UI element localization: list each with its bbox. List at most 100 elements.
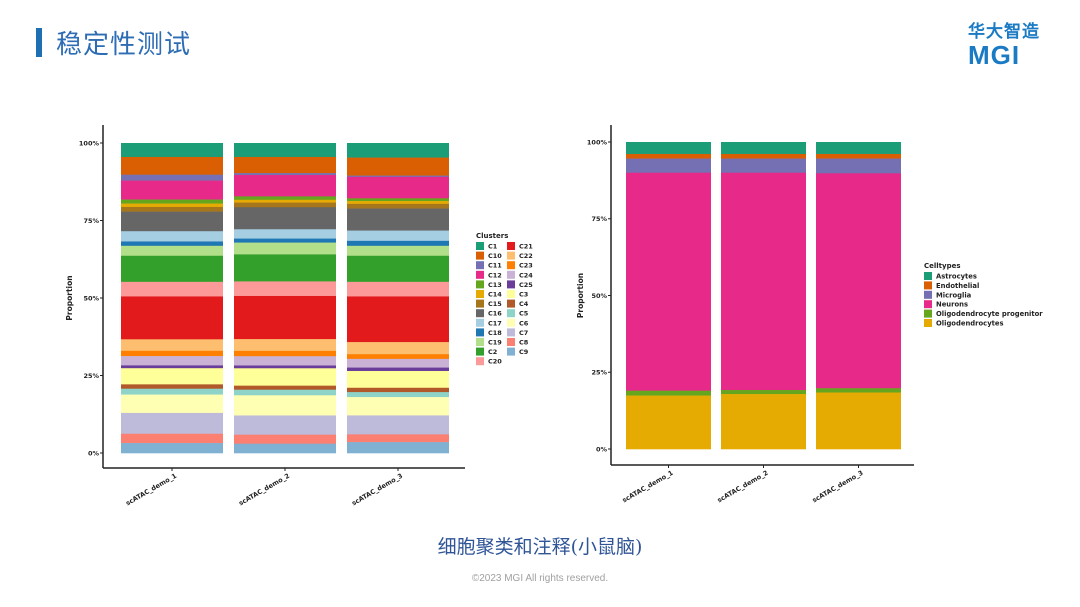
bar-segment-microglia: [721, 158, 806, 173]
mgi-logo: 华大智造 MGI: [968, 22, 1048, 68]
legend-label: C19: [488, 339, 502, 347]
bar-segment-c20: [347, 281, 449, 297]
bar-segment-c15: [121, 206, 223, 212]
bar-segment-c17: [234, 229, 336, 239]
legend-swatch: [507, 338, 515, 346]
bar-segment-c14: [121, 203, 223, 208]
legend-label: C14: [488, 291, 502, 299]
bar-segment-c15: [234, 202, 336, 208]
bar-segment-c1: [121, 143, 223, 158]
bar-segment-c19: [121, 245, 223, 257]
y-tick-label: 100%: [79, 139, 100, 147]
bar-segment-c19: [347, 245, 449, 257]
bar-segment-endothelial: [626, 153, 711, 159]
bar-segment-c24: [121, 356, 223, 366]
legend-label: C20: [488, 358, 502, 366]
y-tick-label: 25%: [83, 372, 99, 380]
legend-label: Endothelial: [936, 282, 979, 290]
bar-segment-c6: [347, 397, 449, 416]
x-tick-label: scATAC_demo_3: [811, 469, 865, 505]
bar-segment-c11: [121, 174, 223, 181]
bar-segment-c3: [347, 370, 449, 389]
bar-segment-c9: [121, 443, 223, 454]
legend-label: C17: [488, 319, 502, 327]
bar-segment-c9: [347, 442, 449, 454]
bar-segment-c12: [347, 176, 449, 199]
page-title: 稳定性测试: [56, 30, 192, 60]
bar-segment-c2: [347, 255, 449, 283]
bar-segment-c17: [347, 230, 449, 242]
x-tick-label: scATAC_demo_3: [350, 472, 404, 508]
bar-segment-c20: [121, 281, 223, 297]
y-tick-label: 50%: [591, 292, 607, 300]
bar-segment-c23: [347, 354, 449, 360]
legend-swatch: [507, 309, 515, 318]
copyright-text: ©2023 MGI All rights reserved.: [471, 573, 609, 584]
bar-segment-c19: [234, 242, 336, 255]
legend-label: C18: [488, 329, 502, 337]
legend-swatch: [924, 300, 932, 309]
legend-swatch: [924, 281, 932, 290]
bar-segment-neurons: [816, 173, 901, 389]
legend-swatch: [476, 261, 484, 270]
legend-swatch: [507, 251, 515, 260]
bar-segment-c6: [121, 394, 223, 414]
legend-swatch: [476, 338, 484, 346]
legend-swatch: [476, 357, 484, 366]
legend-label: C21: [519, 243, 533, 251]
bar-segment-c13: [121, 199, 223, 204]
y-tick-label: 0%: [88, 449, 100, 457]
bar-segment-c7: [121, 412, 223, 435]
x-tick-label: scATAC_demo_2: [237, 472, 291, 508]
bar-segment-c3: [121, 368, 223, 385]
bar-segment-c14: [234, 199, 336, 203]
legend-swatch: [476, 270, 484, 279]
title-accent-bar: [36, 28, 42, 57]
legend-swatch: [476, 280, 484, 289]
y-tick-label: 25%: [591, 369, 607, 377]
bar-segment-c4: [234, 385, 336, 390]
legend-swatch: [476, 309, 484, 318]
bar-segment-microglia: [816, 158, 901, 174]
bar-segment-endothelial: [816, 153, 901, 159]
legend-swatch: [507, 299, 515, 308]
logo-chinese-text: 华大智造: [968, 22, 1040, 42]
bar-segment-c5: [347, 392, 449, 398]
bar-segment-c23: [234, 350, 336, 357]
bar-segment-c2: [234, 254, 336, 282]
legend-swatch: [476, 251, 484, 260]
bar-segment-c16: [234, 207, 336, 230]
legend-swatch: [476, 242, 484, 250]
legend-label: Astrocytes: [936, 273, 977, 281]
bar-segment-c22: [234, 339, 336, 352]
bar-segment-c20: [234, 281, 336, 297]
bar-segment-c7: [234, 415, 336, 435]
legend-label: C2: [488, 348, 497, 356]
legend-title: Clusters: [476, 232, 508, 240]
bar-segment-c10: [121, 156, 223, 175]
legend-swatch: [507, 290, 515, 298]
legend-label: C7: [519, 329, 528, 337]
bar-segment-astrocytes: [721, 142, 806, 155]
bar-segment-c25: [234, 365, 336, 369]
bar-segment-c25: [347, 367, 449, 372]
legend-label: C4: [519, 300, 529, 308]
bar-segment-c24: [234, 356, 336, 366]
bar-segment-c12: [234, 174, 336, 197]
bar-segment-c1: [347, 143, 449, 158]
bar-segment-c14: [347, 201, 449, 205]
bar-segment-c10: [234, 156, 336, 174]
bar-segment-c11: [347, 175, 449, 178]
legend-swatch: [507, 280, 515, 289]
bar-segment-microglia: [626, 158, 711, 173]
bar-segment-c18: [121, 241, 223, 247]
legend-label: Oligodendrocytes: [936, 320, 1004, 328]
bar-segment-neurons: [626, 172, 711, 391]
bar-segment-c22: [121, 339, 223, 352]
legend-swatch: [507, 261, 515, 270]
legend-swatch: [507, 328, 515, 337]
bar-segment-c3: [234, 368, 336, 386]
y-tick-label: 75%: [591, 215, 607, 223]
legend-swatch: [924, 319, 932, 327]
bar-segment-oligodendrocytes: [816, 392, 901, 450]
